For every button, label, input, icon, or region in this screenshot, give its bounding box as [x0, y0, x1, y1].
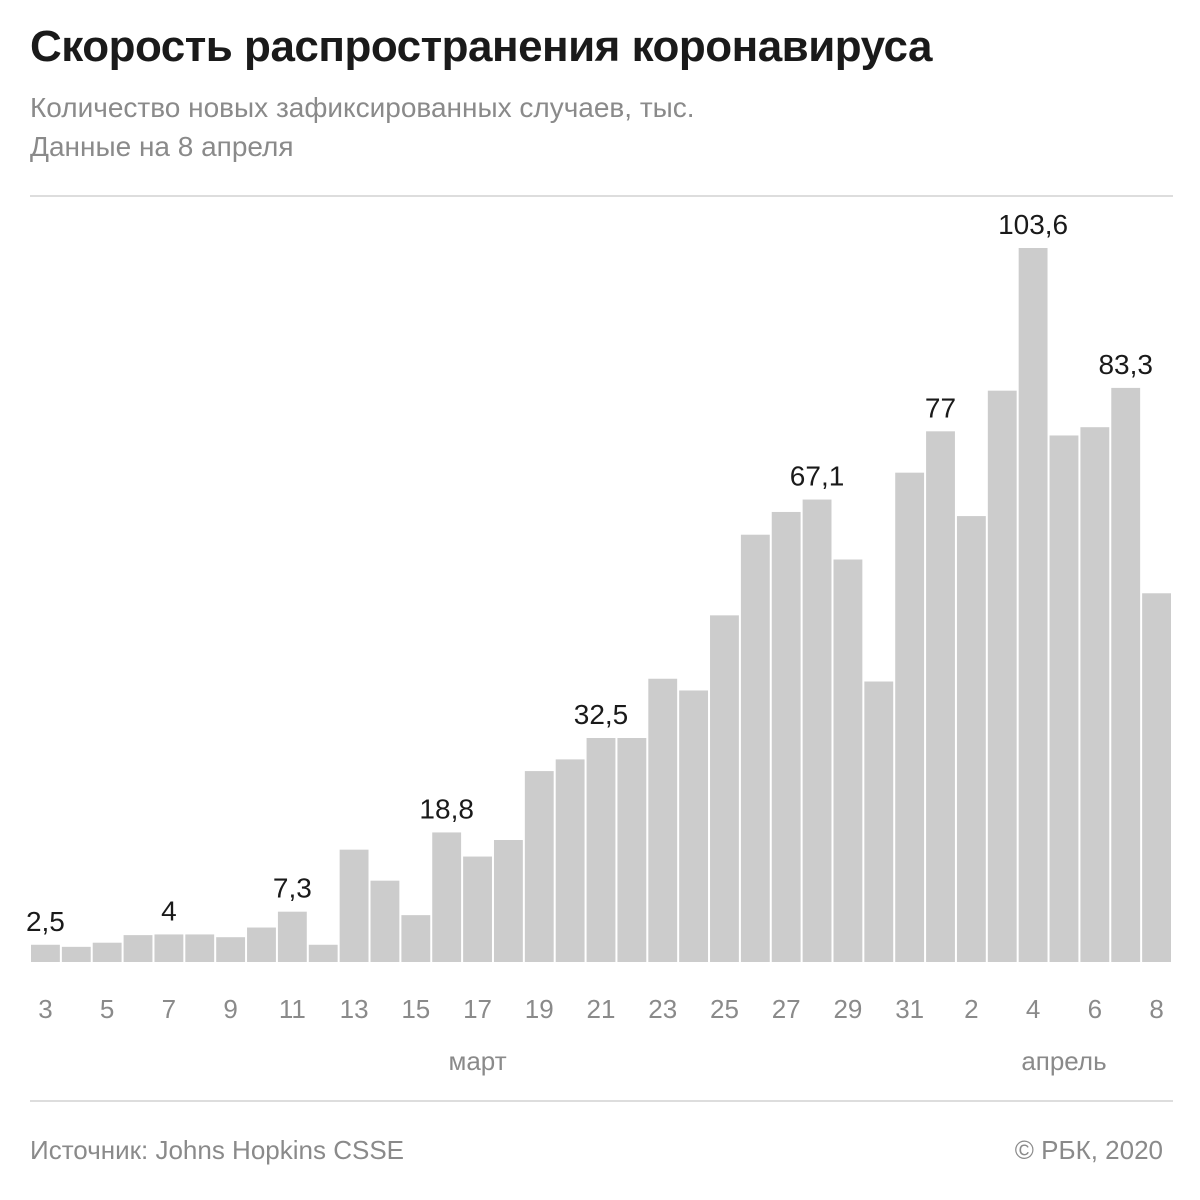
x-tick-label: 9 — [223, 994, 237, 1024]
bar-2 — [61, 946, 91, 962]
x-tick-label: 27 — [772, 994, 801, 1024]
source-note: Источник: Johns Hopkins CSSE — [30, 1135, 405, 1165]
copyright-note: © РБК, 2020 — [1014, 1135, 1163, 1165]
data-label: 83,3 — [1098, 349, 1153, 380]
bar-19 — [586, 738, 616, 962]
bar-18 — [555, 759, 585, 962]
bar-24 — [740, 534, 770, 962]
bar-32 — [987, 390, 1017, 962]
data-label: 67,1 — [790, 461, 845, 492]
bar-6 — [185, 934, 215, 962]
bar-34 — [1049, 435, 1079, 963]
bottom-divider — [30, 1100, 1173, 1102]
bar-17 — [524, 771, 554, 962]
x-tick-label: 7 — [162, 994, 176, 1024]
bar-29 — [895, 472, 925, 962]
x-tick-label: 25 — [710, 994, 739, 1024]
bar-25 — [771, 511, 801, 962]
bar-22 — [679, 690, 709, 962]
x-tick-label: 2 — [964, 994, 978, 1024]
x-tick-label: 5 — [100, 994, 114, 1024]
x-tick-label: 31 — [895, 994, 924, 1024]
x-tick-label: 3 — [38, 994, 52, 1024]
bar-36 — [1111, 387, 1141, 962]
x-tick-label: 21 — [587, 994, 616, 1024]
bar-14 — [432, 832, 462, 962]
bar-20 — [617, 738, 647, 962]
chart-subtitle: Количество новых зафиксированных случаев… — [30, 92, 695, 123]
data-label: 32,5 — [574, 699, 629, 730]
date-note: Данные на 8 апреля — [30, 131, 294, 162]
x-tick-label: 15 — [401, 994, 430, 1024]
bar-3 — [92, 942, 122, 962]
data-label: 18,8 — [419, 793, 474, 824]
bar-31 — [956, 516, 986, 962]
x-tick-label: 13 — [340, 994, 369, 1024]
data-label: 2,5 — [26, 906, 65, 937]
top-divider — [30, 195, 1173, 197]
data-label: 4 — [161, 895, 177, 926]
bar-12 — [370, 880, 400, 962]
bar-7 — [216, 937, 246, 962]
bar-15 — [463, 856, 492, 962]
bar-4 — [123, 935, 153, 962]
bar-23 — [710, 615, 739, 962]
chart-title: Скорость распространения коронавируса — [30, 22, 932, 71]
x-tick-label: 23 — [648, 994, 677, 1024]
bar-21 — [648, 678, 678, 962]
bar-26 — [802, 499, 832, 962]
bar-27 — [833, 559, 863, 962]
bar-1 — [31, 944, 60, 962]
x-tick-label: 8 — [1149, 994, 1163, 1024]
data-label: 77 — [925, 392, 956, 423]
bar-35 — [1080, 427, 1110, 962]
x-tick-label: 17 — [463, 994, 492, 1024]
bar-33 — [1018, 248, 1048, 962]
x-tick-label: 19 — [525, 994, 554, 1024]
data-label: 103,6 — [998, 209, 1068, 240]
bar-30 — [926, 431, 955, 962]
bar-16 — [493, 840, 523, 962]
x-tick-label: 29 — [833, 994, 862, 1024]
bar-28 — [864, 681, 894, 962]
bar-13 — [401, 915, 431, 962]
x-tick-label: 11 — [279, 994, 306, 1024]
bar-10 — [308, 944, 338, 962]
x-tick-label: 6 — [1088, 994, 1102, 1024]
data-label: 7,3 — [273, 873, 312, 904]
bar-37 — [1142, 593, 1171, 962]
x-tick-label: 4 — [1026, 994, 1040, 1024]
bar-9 — [277, 911, 307, 962]
bar-8 — [247, 927, 276, 962]
bar-11 — [339, 849, 369, 962]
month-label: апрель — [1021, 1046, 1106, 1076]
bar-5 — [154, 934, 184, 962]
month-label: март — [448, 1046, 506, 1076]
